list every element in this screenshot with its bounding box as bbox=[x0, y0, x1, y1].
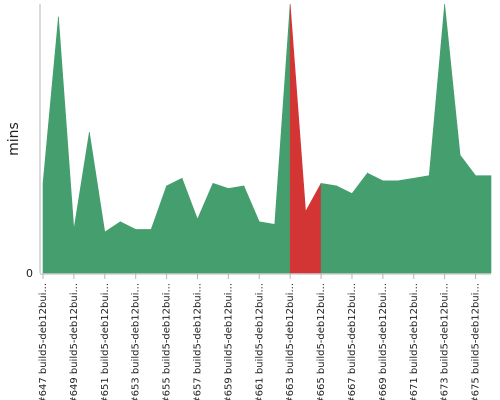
x-tick-label-8: #655 build5-deb12bui... bbox=[162, 283, 173, 400]
area-segment-success-1 bbox=[42, 16, 59, 274]
x-tick-label-24: #671 build5-deb12bui... bbox=[409, 283, 420, 400]
area-segment-success-3 bbox=[73, 132, 90, 274]
x-tick-label-0: #647 build5-deb12bui... bbox=[38, 283, 49, 400]
area-segment-success-27 bbox=[444, 3, 461, 274]
x-tick-label-20: #667 build5-deb12bui... bbox=[347, 283, 358, 400]
area-segment-success-21 bbox=[351, 172, 368, 274]
area-segment-success-19 bbox=[320, 182, 337, 274]
area-segment-success-13 bbox=[228, 185, 245, 274]
area-segment-success-20 bbox=[336, 185, 353, 274]
x-tick-label-26: #673 build5-deb12bui... bbox=[440, 283, 451, 400]
area-segment-success-11 bbox=[197, 183, 214, 274]
x-tick-label-6: #653 build5-deb12bui... bbox=[131, 283, 142, 400]
area-segment-success-9 bbox=[166, 177, 183, 274]
x-tick-label-12: #659 build5-deb12bui... bbox=[223, 283, 234, 400]
area-segment-success-16 bbox=[274, 3, 291, 274]
area-segment-success-7 bbox=[135, 229, 152, 274]
y-axis-label: mins bbox=[6, 122, 22, 156]
area-segment-success-12 bbox=[212, 182, 229, 274]
area-segment-success-15 bbox=[258, 221, 276, 274]
area-segment-success-6 bbox=[119, 221, 136, 274]
y-axis-ticks: 0 bbox=[26, 267, 33, 280]
x-tick-label-28: #675 build5-deb12bui... bbox=[471, 283, 482, 400]
area-segment-success-4 bbox=[89, 132, 106, 274]
area-segment-success-23 bbox=[382, 180, 399, 274]
x-tick-label-10: #657 build5-deb12bui... bbox=[192, 283, 203, 400]
area-segment-success-26 bbox=[428, 3, 445, 274]
x-tick-label-16: #663 build5-deb12bui... bbox=[285, 283, 296, 400]
area-segment-success-8 bbox=[150, 185, 167, 274]
area-segment-failure-17 bbox=[289, 3, 306, 274]
y-tick-label-0: 0 bbox=[26, 267, 33, 280]
area-segment-success-28 bbox=[459, 154, 476, 274]
x-tick-label-14: #661 build5-deb12bui... bbox=[254, 283, 265, 400]
x-tick-label-4: #651 build5-deb12bui... bbox=[100, 283, 111, 400]
x-tick-label-18: #665 build5-deb12bui... bbox=[316, 283, 327, 400]
x-axis-ticks: #647 build5-deb12bui... #649 build5-deb12… bbox=[38, 274, 482, 400]
chart-areas bbox=[42, 3, 492, 274]
area-segment-success-29 bbox=[475, 175, 492, 274]
area-segment-success-2 bbox=[58, 16, 75, 274]
area-segment-success-14 bbox=[243, 185, 260, 274]
x-tick-label-22: #669 build5-deb12bui... bbox=[378, 283, 389, 400]
area-segment-success-5 bbox=[104, 221, 121, 274]
area-segment-success-22 bbox=[367, 172, 384, 274]
area-segment-success-24 bbox=[398, 177, 415, 274]
area-segment-failure-18 bbox=[305, 183, 322, 274]
area-segment-success-25 bbox=[413, 175, 430, 274]
x-tick-label-2: #649 build5-deb12bui... bbox=[69, 283, 80, 400]
area-segment-success-10 bbox=[181, 178, 198, 274]
